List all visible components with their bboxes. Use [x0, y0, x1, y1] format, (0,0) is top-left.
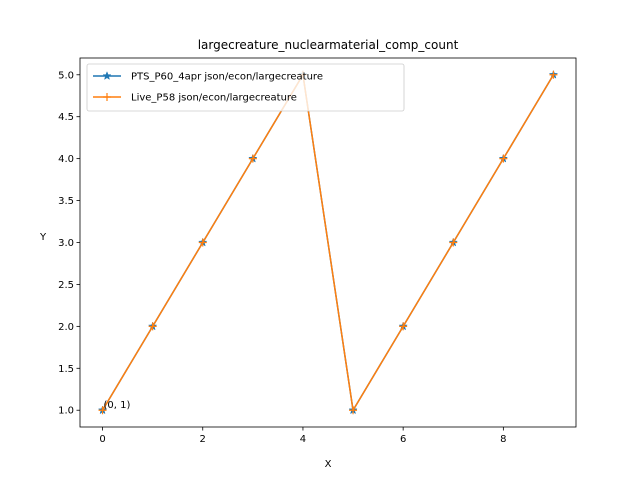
data-point-plus	[549, 70, 558, 79]
y-tick-label: 2.0	[58, 322, 74, 333]
y-tick-label: 3.5	[58, 196, 74, 207]
chart-title: largecreature_nuclearmaterial_comp_count	[198, 38, 459, 52]
series-line	[101, 74, 555, 411]
y-tick-label: 5.0	[58, 70, 74, 81]
data-point-plus	[248, 154, 257, 163]
legend: PTS_P60_4apr json/econ/largecreature Live…	[86, 63, 405, 112]
y-tick-label: 1.5	[58, 364, 74, 375]
x-tick-label: 4	[300, 434, 306, 445]
data-point-plus	[198, 238, 207, 247]
data-point-plus	[98, 406, 107, 415]
legend-box	[86, 63, 405, 112]
y-axis-title: Y	[39, 232, 47, 243]
y-tick-label: 4.0	[58, 154, 74, 165]
legend-marker-star	[102, 71, 112, 80]
x-axis-title: X	[325, 459, 332, 470]
data-point-plus	[449, 238, 458, 247]
legend-label: Live_P58 json/econ/largecreature	[131, 93, 297, 104]
y-tick-label: 4.5	[58, 112, 74, 123]
data-point-plus	[399, 322, 408, 331]
y-tick-label: 2.5	[58, 280, 74, 291]
legend-marker-plus	[103, 93, 111, 101]
x-tick-label: 6	[400, 434, 406, 445]
plot-area: 0 2 4 6 8 1.0 1.5 2.0 2.5 3.0 3.5 4.0 4.5 5.0 (0, 1) PT…	[58, 57, 577, 445]
point-annotation: (0, 1)	[104, 400, 131, 411]
data-point-plus	[499, 154, 508, 163]
y-tick-label: 3.0	[58, 238, 74, 249]
legend-entry: PTS_P60_4apr json/econ/largecreature	[93, 71, 323, 83]
x-tick-label: 0	[99, 434, 105, 445]
x-tick-label: 8	[500, 434, 506, 445]
data-point-plus	[349, 406, 358, 415]
legend-label: PTS_P60_4apr json/econ/largecreature	[131, 72, 323, 83]
x-tick-label: 2	[200, 434, 206, 445]
data-point-plus	[148, 322, 157, 331]
legend-entry: Live_P58 json/econ/largecreature	[93, 93, 297, 104]
series-1	[98, 70, 558, 415]
y-tick-label: 1.0	[58, 406, 74, 417]
